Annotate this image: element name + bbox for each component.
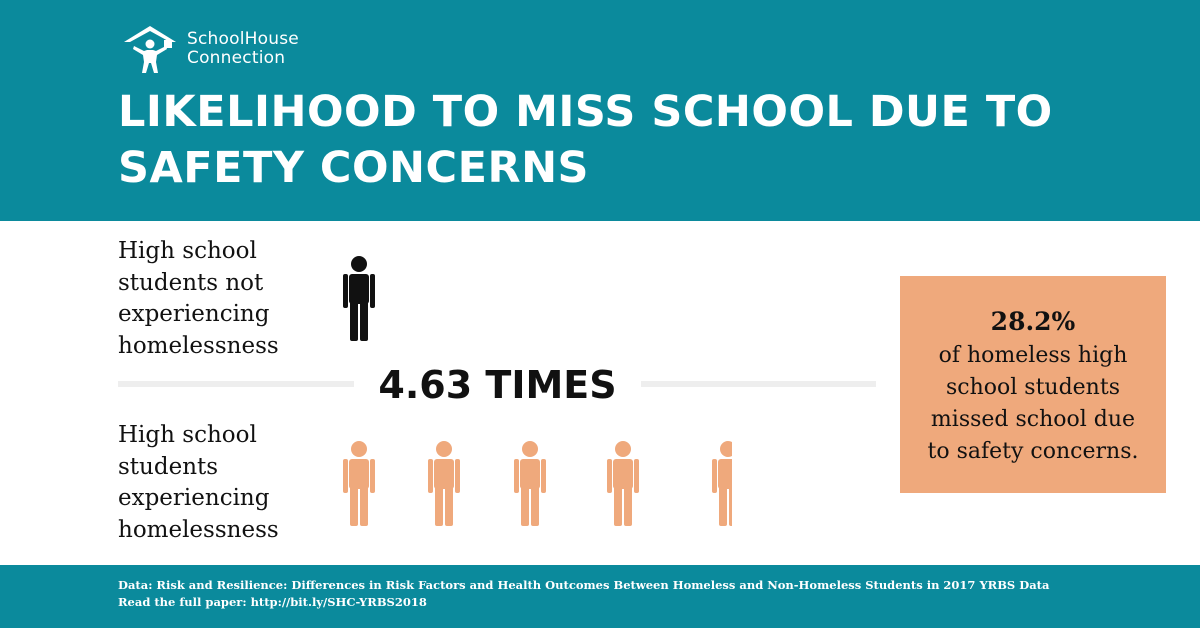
label-homeless-line: homelessness	[118, 516, 279, 543]
stat-line: missed school due	[930, 407, 1136, 432]
stat-callout-box: 28.2% of homeless high school students m…	[900, 276, 1166, 493]
page-title: LIKELIHOOD TO MISS SCHOOL DUE TO SAFETY …	[118, 87, 1053, 193]
stat-value: 28.2%	[990, 307, 1076, 336]
label-homeless-line: High school	[118, 422, 257, 448]
brand-logo: SchoolHouse Connection	[120, 22, 320, 74]
brand-name: SchoolHouse Connection	[187, 30, 299, 68]
brand-name-line-1: SchoolHouse	[187, 29, 299, 49]
divider-left	[118, 381, 354, 387]
label-homeless-line: students	[118, 453, 219, 480]
label-not-homeless-line: experiencing	[118, 301, 270, 327]
label-not-homeless: High school students not experiencing ho…	[118, 236, 348, 362]
label-homeless-line: experiencing	[118, 485, 270, 511]
person-icon-black	[343, 255, 375, 341]
person-icon-orange	[343, 440, 375, 526]
brand-name-line-2: Connection	[187, 48, 286, 68]
header-banner: SchoolHouse Connection LIKELIHOOD TO MIS…	[0, 0, 1200, 221]
footer-banner: Data: Risk and Resilience: Differences i…	[0, 565, 1200, 628]
label-not-homeless-line: homelessness	[118, 332, 279, 359]
stat-line: of homeless high	[938, 343, 1128, 368]
footer-text: Data: Risk and Resilience: Differences i…	[118, 577, 1049, 611]
person-icon-orange	[607, 440, 639, 526]
label-not-homeless-line: High school	[118, 238, 257, 264]
person-icon-orange	[428, 440, 460, 526]
multiplier-text: 4.63 TIMES	[378, 363, 617, 407]
label-homeless: High school students experiencing homele…	[118, 420, 348, 546]
schoolhouse-logo-icon	[124, 26, 176, 73]
footer-source: Data: Risk and Resilience: Differences i…	[118, 578, 1050, 592]
person-icon-orange-partial	[712, 440, 732, 526]
person-icon-orange	[514, 440, 546, 526]
label-not-homeless-line: students not	[118, 269, 264, 296]
divider-right	[641, 381, 876, 387]
stat-line: school students	[945, 375, 1120, 400]
footer-link[interactable]: Read the full paper: http://bit.ly/SHC-Y…	[118, 595, 427, 609]
stat-line: to safety concerns.	[927, 439, 1139, 464]
